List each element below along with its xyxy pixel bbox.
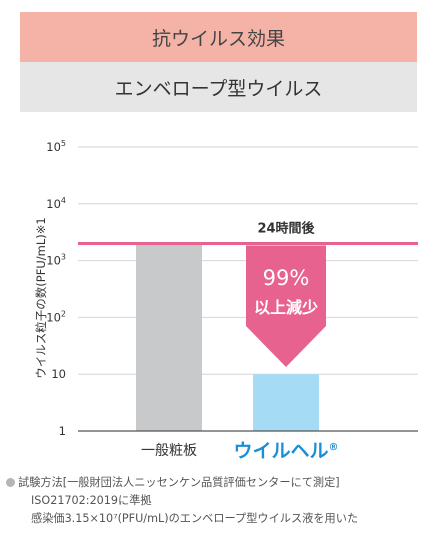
category-label: ウイルヘル® bbox=[233, 440, 338, 462]
note-line-3: 感染価3.15×10⁷(PFU/mL)のエンベロープ型ウイルス液を用いた bbox=[31, 512, 359, 525]
bar-chart: 1 10 102 103 104 105 ウイルス粒子の数(PFU/mL)※1 24時間後 99… bbox=[34, 139, 418, 462]
bar bbox=[253, 374, 319, 431]
chart-title: 抗ウイルス効果 bbox=[151, 27, 285, 50]
reduction-percent: 99% bbox=[263, 266, 310, 290]
y-axis-label: ウイルス粒子の数(PFU/mL)※1 bbox=[34, 217, 48, 378]
y-tick-label: 105 bbox=[46, 139, 66, 154]
reference-line-label: 24時間後 bbox=[257, 221, 315, 237]
bar bbox=[136, 243, 202, 431]
subtitle-banner: エンベロープ型ウイルス bbox=[20, 62, 417, 112]
category-label: 一般粧板 bbox=[141, 443, 197, 459]
bullet-icon bbox=[6, 478, 15, 487]
y-tick-label: 1 bbox=[59, 424, 66, 438]
note-line-1: 試験方法[一般財団法人ニッセンケン品質評価センターにて測定] bbox=[18, 476, 340, 489]
note-line-2: ISO21702:2019に準拠 bbox=[31, 494, 152, 507]
y-tick-label: 102 bbox=[46, 309, 66, 324]
y-tick-label: 10 bbox=[51, 367, 66, 381]
reduction-arrow bbox=[246, 245, 326, 367]
reduction-text: 以上減少 bbox=[254, 298, 318, 317]
y-tick-label: 103 bbox=[46, 253, 66, 268]
chart-subtitle: エンベロープ型ウイルス bbox=[114, 77, 323, 100]
y-tick-label: 104 bbox=[46, 196, 66, 211]
test-notes: 試験方法[一般財団法人ニッセンケン品質評価センターにて測定] ISO21702:… bbox=[6, 474, 434, 528]
title-banner: 抗ウイルス効果 bbox=[20, 12, 417, 62]
